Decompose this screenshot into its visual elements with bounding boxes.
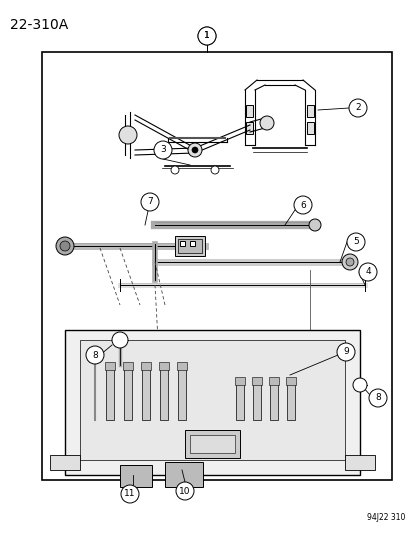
Circle shape xyxy=(341,254,357,270)
Text: 6: 6 xyxy=(299,200,305,209)
Bar xyxy=(141,362,151,370)
Bar xyxy=(65,330,359,475)
Text: 2: 2 xyxy=(354,103,360,112)
Bar xyxy=(252,377,261,385)
Text: 4: 4 xyxy=(364,268,370,277)
Circle shape xyxy=(176,482,194,500)
Bar xyxy=(268,377,278,385)
Bar xyxy=(178,365,185,420)
Bar xyxy=(306,122,313,134)
Bar xyxy=(177,362,187,370)
Bar xyxy=(252,380,260,420)
Bar xyxy=(285,377,295,385)
Bar xyxy=(245,122,252,134)
Circle shape xyxy=(119,126,137,144)
Bar xyxy=(269,380,277,420)
Text: 8: 8 xyxy=(92,351,97,359)
Circle shape xyxy=(56,237,74,255)
Text: 3: 3 xyxy=(160,146,166,155)
Bar xyxy=(124,365,132,420)
Text: 11: 11 xyxy=(124,489,135,498)
Circle shape xyxy=(188,143,202,157)
Bar xyxy=(120,465,152,487)
Bar xyxy=(50,455,80,470)
Text: 9: 9 xyxy=(342,348,348,357)
Circle shape xyxy=(192,147,197,153)
Bar xyxy=(245,105,252,117)
Circle shape xyxy=(141,193,159,211)
Circle shape xyxy=(60,241,70,251)
Circle shape xyxy=(336,343,354,361)
Bar xyxy=(80,340,344,460)
Circle shape xyxy=(352,378,366,392)
Bar xyxy=(142,365,150,420)
Bar xyxy=(344,455,374,470)
Text: 8: 8 xyxy=(374,393,380,402)
Bar xyxy=(178,239,202,253)
Bar xyxy=(306,105,313,117)
Bar xyxy=(165,462,202,487)
Circle shape xyxy=(171,166,178,174)
Circle shape xyxy=(259,116,273,130)
Bar xyxy=(175,236,204,256)
Bar xyxy=(106,365,114,420)
Circle shape xyxy=(308,219,320,231)
Bar xyxy=(190,241,195,246)
Circle shape xyxy=(197,27,216,45)
Circle shape xyxy=(121,485,139,503)
Circle shape xyxy=(346,233,364,251)
Circle shape xyxy=(293,196,311,214)
Circle shape xyxy=(345,258,353,266)
Circle shape xyxy=(348,99,366,117)
Bar xyxy=(180,241,185,246)
Bar xyxy=(105,362,115,370)
Text: 5: 5 xyxy=(352,238,358,246)
Bar xyxy=(185,430,240,458)
Bar xyxy=(235,377,244,385)
Bar xyxy=(123,362,133,370)
Bar xyxy=(235,380,243,420)
Circle shape xyxy=(112,332,128,348)
Circle shape xyxy=(358,263,376,281)
Text: 7: 7 xyxy=(147,198,152,206)
Circle shape xyxy=(154,141,171,159)
Circle shape xyxy=(368,389,386,407)
Circle shape xyxy=(86,346,104,364)
Circle shape xyxy=(197,27,216,45)
Text: 10: 10 xyxy=(179,487,190,496)
Bar xyxy=(286,380,294,420)
Bar xyxy=(159,365,168,420)
Bar xyxy=(159,362,169,370)
Text: 94J22 310: 94J22 310 xyxy=(366,513,404,522)
Bar xyxy=(42,52,391,480)
Text: 1: 1 xyxy=(204,31,209,41)
Bar xyxy=(190,435,235,453)
Text: 1: 1 xyxy=(204,31,209,41)
Circle shape xyxy=(211,166,218,174)
Text: 22-310A: 22-310A xyxy=(10,18,68,32)
